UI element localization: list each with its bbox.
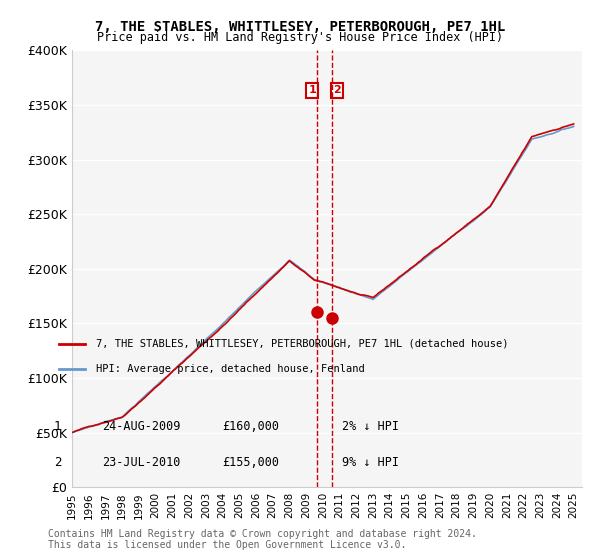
Text: 2: 2 bbox=[54, 456, 61, 469]
Text: HPI: Average price, detached house, Fenland: HPI: Average price, detached house, Fenl… bbox=[95, 363, 364, 374]
Text: Price paid vs. HM Land Registry's House Price Index (HPI): Price paid vs. HM Land Registry's House … bbox=[97, 31, 503, 44]
Text: 9% ↓ HPI: 9% ↓ HPI bbox=[342, 456, 399, 469]
Text: £160,000: £160,000 bbox=[222, 419, 279, 433]
Text: 2% ↓ HPI: 2% ↓ HPI bbox=[342, 419, 399, 433]
Text: This data is licensed under the Open Government Licence v3.0.: This data is licensed under the Open Gov… bbox=[48, 540, 406, 550]
Text: 23-JUL-2010: 23-JUL-2010 bbox=[102, 456, 181, 469]
Text: 7, THE STABLES, WHITTLESEY, PETERBOROUGH, PE7 1HL (detached house): 7, THE STABLES, WHITTLESEY, PETERBOROUGH… bbox=[95, 339, 508, 349]
Text: 7, THE STABLES, WHITTLESEY, PETERBOROUGH, PE7 1HL: 7, THE STABLES, WHITTLESEY, PETERBOROUGH… bbox=[95, 20, 505, 34]
Text: 1: 1 bbox=[308, 85, 316, 95]
Text: 1: 1 bbox=[54, 419, 61, 433]
Text: 24-AUG-2009: 24-AUG-2009 bbox=[102, 419, 181, 433]
Text: £155,000: £155,000 bbox=[222, 456, 279, 469]
Text: 2: 2 bbox=[333, 85, 341, 95]
Text: Contains HM Land Registry data © Crown copyright and database right 2024.: Contains HM Land Registry data © Crown c… bbox=[48, 529, 477, 539]
